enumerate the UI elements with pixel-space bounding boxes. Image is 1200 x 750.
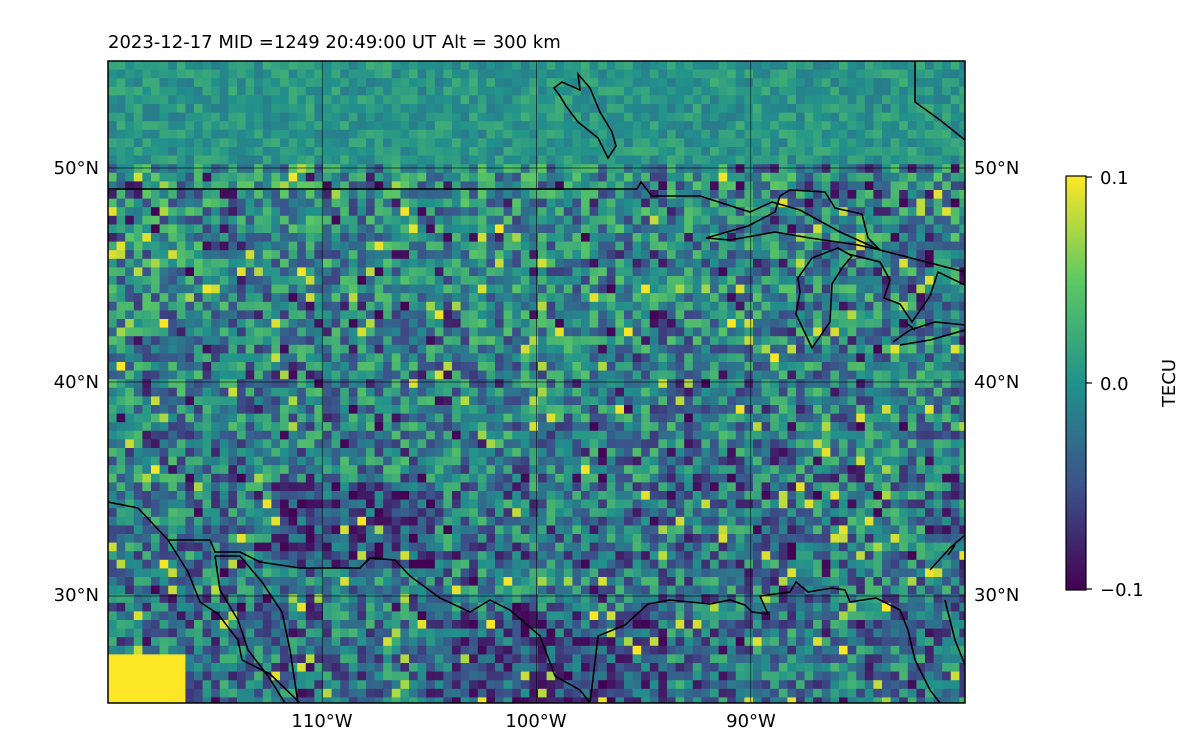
lat-label-50-left: 50°N [54, 158, 99, 179]
gulf-coast [589, 580, 941, 703]
lon-labels: 110°W 100°W 90°W [291, 711, 776, 732]
map-coastlines [108, 61, 965, 703]
lon-label-90w: 90°W [726, 711, 776, 732]
hudson-bay-coast [552, 71, 617, 160]
lon-label-110w: 110°W [291, 711, 352, 732]
map-panel [107, 60, 966, 704]
pacific-coast [108, 501, 301, 703]
us-canada-border [108, 180, 965, 273]
lat-label-30-right: 30°N [974, 585, 1019, 606]
colorbar-tick-label-mid: 0.0 [1100, 374, 1129, 395]
lat-label-40-left: 40°N [54, 372, 99, 393]
lon-label-100w: 100°W [505, 711, 566, 732]
colorbar-tick-label-max: 0.1 [1100, 168, 1129, 189]
colorbar-label: TECU [1159, 359, 1180, 408]
colorbar: 0.1 0.0 −0.1 TECU [1065, 168, 1180, 601]
colorbar-gradient [1065, 175, 1087, 591]
gridlines [108, 61, 965, 703]
colorbar-tick-label-min: −0.1 [1100, 580, 1144, 601]
map-frame [107, 60, 966, 704]
lake-huron [847, 253, 965, 324]
atlantic-coast [929, 534, 965, 666]
gulf-of-california [214, 555, 299, 703]
map-title: 2023-12-17 MID =1249 20:49:00 UT Alt = 3… [108, 32, 561, 53]
lat-label-30-left: 30°N [54, 585, 99, 606]
lake-michigan [795, 247, 854, 350]
tec-heatmap [108, 61, 965, 703]
lake-superior [705, 189, 883, 252]
lake-erie [892, 321, 965, 346]
lat-label-50-right: 50°N [974, 158, 1019, 179]
us-mexico-border [168, 539, 591, 703]
lat-labels-left: 50°N 40°N 30°N [54, 158, 99, 606]
ne-coast [914, 61, 965, 141]
lat-label-40-right: 40°N [974, 372, 1019, 393]
lat-labels-right: 50°N 40°N 30°N [974, 158, 1019, 606]
